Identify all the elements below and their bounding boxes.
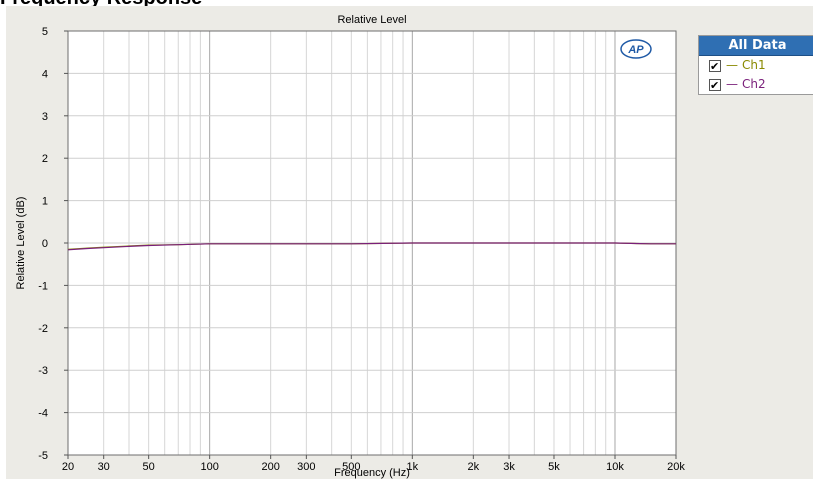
x-tick-label: 30	[98, 461, 110, 473]
x-tick-label: 1k	[407, 461, 419, 473]
y-tick-label: 1	[42, 196, 48, 208]
y-tick-label: 5	[42, 26, 48, 38]
x-tick-label: 100	[200, 461, 218, 473]
y-tick-label: 3	[42, 111, 48, 123]
x-axis-label: Frequency (Hz)	[334, 467, 410, 479]
x-tick-label: 50	[143, 461, 155, 473]
frequency-response-chart: 5 4 3 2 1 0 -1 -2 -3 -4 -5 20 30 50 100 200 300 500 1k 2k 3k…	[15, 14, 685, 479]
x-tick-label: 200	[261, 461, 279, 473]
legend-item-ch1[interactable]: — Ch1	[699, 56, 813, 76]
y-tick-label: -5	[38, 450, 48, 462]
series-line-ch2	[67, 242, 676, 251]
y-tick-label: -2	[38, 323, 48, 335]
y-tick-label: 4	[42, 68, 48, 80]
chart-panel: 5 4 3 2 1 0 -1 -2 -3 -4 -5 20 30 50 100 200 300 500 1k 2k 3k…	[6, 6, 813, 479]
x-tick-label: 2k	[468, 461, 480, 473]
y-axis-label: Relative Level (dB)	[15, 197, 27, 290]
x-tick-label: 10k	[606, 461, 624, 473]
legend-item-ch2[interactable]: — Ch2	[699, 75, 813, 95]
ch2-line-swatch: —	[726, 77, 738, 91]
clipped-heading: Frequency Response	[0, 0, 202, 10]
x-tick-label: 300	[297, 461, 315, 473]
ch2-checkbox[interactable]	[709, 76, 721, 95]
ch1-line-swatch: —	[726, 58, 738, 72]
y-tick-label: 2	[42, 153, 48, 165]
y-tick-label: -1	[38, 280, 48, 292]
x-tick-label: 5k	[548, 461, 560, 473]
ch1-label: Ch1	[742, 58, 766, 72]
y-tick-label: -4	[38, 408, 48, 420]
ch2-label: Ch2	[742, 77, 766, 91]
x-tick-label: 500	[342, 461, 360, 473]
y-tick-label: -3	[38, 365, 48, 377]
legend: All Data — Ch1 — Ch2	[698, 35, 813, 95]
y-tick-label: 0	[42, 238, 48, 250]
legend-title: All Data	[699, 36, 813, 56]
x-tick-label: 3k	[503, 461, 515, 473]
chart-title: Relative Level	[337, 14, 406, 26]
ch1-checkbox[interactable]	[709, 57, 721, 76]
x-tick-label: 20k	[667, 461, 685, 473]
x-tick-label: 20	[62, 461, 74, 473]
ap-logo-text: AP	[627, 44, 644, 56]
ap-logo-icon	[620, 39, 652, 59]
